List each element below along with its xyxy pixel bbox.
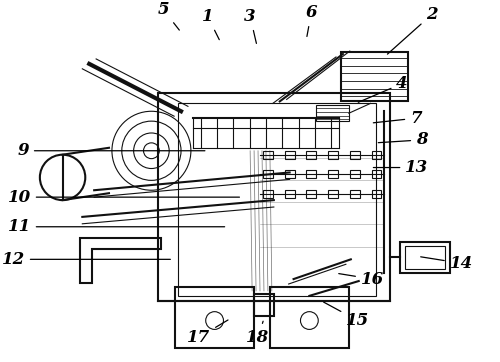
Bar [328, 151, 338, 159]
Bar [284, 190, 294, 198]
Bar [372, 171, 382, 178]
Text: 14: 14 [420, 255, 473, 272]
Bar [328, 190, 338, 198]
Bar [263, 151, 273, 159]
Text: 7: 7 [374, 110, 422, 127]
Text: 17: 17 [187, 320, 228, 346]
Text: 3: 3 [244, 8, 256, 43]
Bar [350, 190, 360, 198]
Bar [263, 171, 273, 178]
Bar [400, 241, 450, 273]
Text: 1: 1 [202, 8, 220, 40]
Bar [372, 190, 382, 198]
Text: 4: 4 [358, 75, 408, 102]
Text: 10: 10 [8, 189, 239, 206]
Bar [350, 171, 360, 178]
Bar [372, 151, 382, 159]
Bar [405, 245, 444, 269]
Bar [270, 287, 349, 348]
Bar [254, 294, 274, 316]
Text: 11: 11 [8, 218, 224, 235]
Bar [175, 287, 254, 348]
Text: 12: 12 [2, 251, 170, 268]
Bar [263, 190, 273, 198]
Text: 6: 6 [306, 4, 317, 37]
Text: 16: 16 [339, 270, 384, 287]
Bar [284, 171, 294, 178]
Bar [350, 151, 360, 159]
Text: 2: 2 [388, 6, 438, 54]
Text: 13: 13 [374, 159, 428, 176]
Text: 15: 15 [324, 302, 370, 329]
Bar [328, 171, 338, 178]
Bar [306, 171, 316, 178]
Bar [306, 190, 316, 198]
Bar [306, 151, 316, 159]
Text: 18: 18 [246, 321, 270, 346]
Text: 8: 8 [378, 131, 428, 148]
Bar [284, 151, 294, 159]
Text: 5: 5 [158, 1, 180, 30]
Text: 9: 9 [18, 142, 205, 159]
